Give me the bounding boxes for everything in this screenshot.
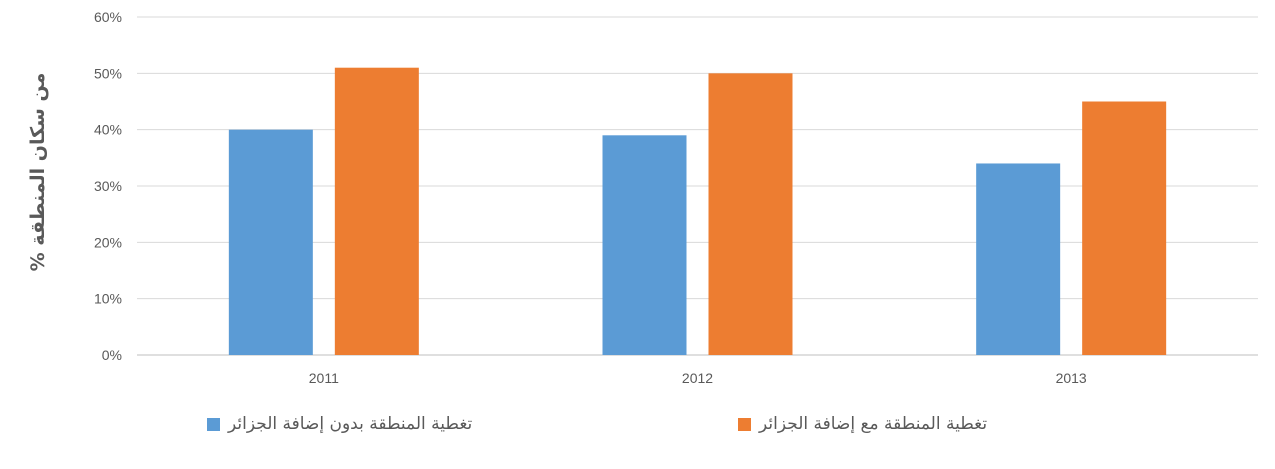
legend-swatch-blue [207, 417, 220, 431]
y-tick-label: 30% [94, 178, 122, 194]
x-axis-ticks: 2011 2012 2013 [309, 370, 1087, 386]
bar-2012-series-1 [602, 135, 687, 355]
y-tick-label: 50% [94, 65, 122, 81]
y-tick-label: 0% [102, 347, 122, 363]
y-tick-label: 10% [94, 291, 122, 307]
legend-item-series-2: تغطية المنطقة مع إضافة الجزائر [738, 414, 987, 434]
y-tick-label: 60% [94, 9, 122, 25]
legend-label: تغطية المنطقة مع إضافة الجزائر [759, 414, 988, 434]
x-tick-label: 2012 [682, 370, 713, 386]
x-tick-label: 2011 [309, 370, 339, 386]
bar-2013-series-1 [976, 163, 1061, 355]
y-tick-label: 40% [94, 122, 122, 138]
gridlines [137, 16, 1258, 356]
legend-item-series-1: تغطية المنطقة بدون إضافة الجزائر [207, 414, 472, 434]
bar-chart: 0% 10% 20% 30% 40% 50% 60% 2011 2012 2013 % من س… [27, 9, 1258, 386]
y-axis-ticks: 0% 10% 20% 30% 40% 50% 60% [94, 9, 122, 363]
y-axis-label: % من سكان المنطقة [27, 73, 49, 272]
x-tick-label: 2013 [1056, 370, 1087, 386]
bar-2013-series-2 [1082, 101, 1167, 355]
legend-swatch-orange [738, 417, 751, 431]
bars [228, 67, 1167, 355]
bar-2012-series-2 [708, 73, 793, 355]
y-tick-label: 20% [94, 234, 122, 250]
bar-2011-series-2 [334, 67, 419, 355]
legend-label: تغطية المنطقة بدون إضافة الجزائر [228, 414, 473, 434]
bar-2011-series-1 [228, 129, 313, 355]
